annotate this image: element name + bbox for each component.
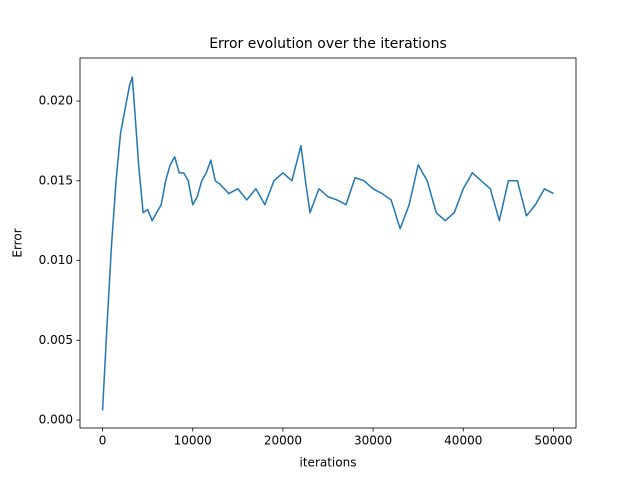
x-tick-label: 50000 xyxy=(534,434,572,448)
y-tick-label: 0.020 xyxy=(39,94,73,108)
y-tick-label: 0.000 xyxy=(39,413,73,427)
y-tick-label: 0.005 xyxy=(39,333,73,347)
y-tick-label: 0.015 xyxy=(39,173,73,187)
chart-title: Error evolution over the iterations xyxy=(209,36,447,52)
line-series xyxy=(101,76,554,411)
x-tick-label: 40000 xyxy=(444,434,482,448)
y-axis-label: Error xyxy=(11,228,25,257)
x-tick-label: 30000 xyxy=(354,434,392,448)
axes-frame xyxy=(79,57,577,429)
y-tick-label: 0.010 xyxy=(39,253,73,267)
x-tick-label: 0 xyxy=(99,434,107,448)
x-tick-label: 10000 xyxy=(174,434,212,448)
x-axis-label: iterations xyxy=(300,456,357,470)
x-tick-label: 20000 xyxy=(264,434,302,448)
